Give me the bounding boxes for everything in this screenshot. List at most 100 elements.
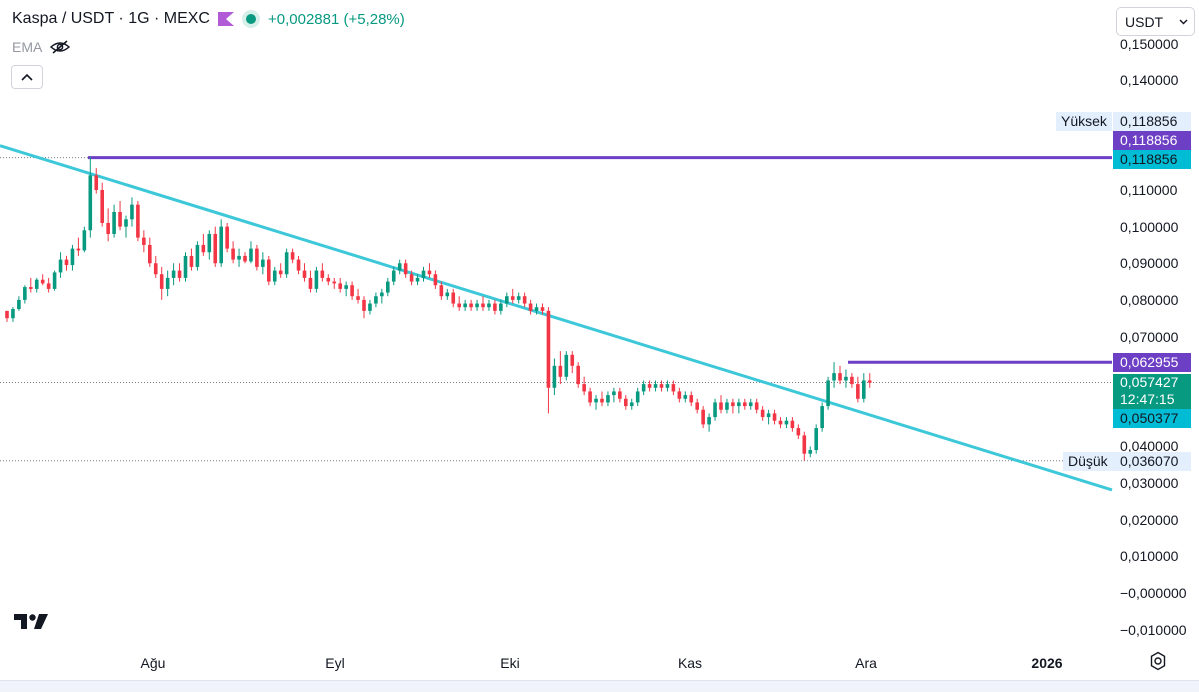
candle	[528, 299, 533, 315]
candle-body	[737, 402, 741, 407]
candle	[695, 398, 699, 414]
candle-body	[403, 263, 408, 275]
candle-body	[34, 279, 39, 289]
candle	[118, 200, 122, 231]
candle	[320, 263, 325, 282]
trendline-label: 0,050377	[1113, 409, 1191, 428]
candle-body	[451, 292, 456, 304]
candle	[290, 248, 295, 264]
candle	[201, 233, 206, 256]
gear-icon[interactable]	[1148, 651, 1168, 671]
candle	[249, 241, 253, 264]
collapse-legend-button[interactable]	[11, 65, 43, 89]
candle	[362, 296, 366, 319]
time-tick-label: Eyl	[325, 655, 345, 671]
candle	[207, 230, 212, 260]
market-open-icon	[241, 10, 260, 28]
candle-body	[731, 402, 735, 407]
candle-body	[719, 402, 723, 410]
candle	[463, 299, 467, 311]
candle	[17, 296, 21, 311]
candle	[142, 230, 146, 253]
candle	[243, 252, 247, 264]
candle	[760, 406, 765, 421]
candle	[415, 274, 420, 286]
candle-body	[183, 255, 188, 278]
candle	[505, 292, 509, 308]
candle-body	[308, 277, 313, 289]
candle	[570, 351, 575, 374]
candle	[856, 376, 860, 403]
tradingview-logo-icon[interactable]	[14, 612, 50, 630]
candle-body	[362, 299, 366, 311]
candle	[296, 255, 301, 275]
symbol-title[interactable]: Kaspa / USDT · 1G · MEXC	[12, 10, 210, 27]
candle	[653, 380, 658, 392]
candle	[481, 296, 485, 311]
trendline[interactable]	[0, 144, 1113, 492]
candle	[832, 362, 836, 388]
candle-body	[64, 259, 69, 266]
candle	[409, 270, 414, 286]
candle-body	[760, 409, 765, 418]
candle	[58, 252, 63, 278]
candle	[11, 307, 15, 322]
candle-body	[659, 384, 664, 388]
candle-body	[261, 259, 265, 267]
candle	[94, 168, 99, 194]
candle-body	[707, 417, 711, 425]
candle	[112, 204, 116, 238]
price-tick-label: 0,140000	[1120, 72, 1179, 89]
candle	[784, 417, 789, 429]
price-tick-label: 0,070000	[1120, 328, 1179, 345]
candle	[493, 299, 497, 315]
candle	[683, 391, 688, 403]
indicator-row[interactable]: EMA	[12, 39, 71, 55]
eye-hidden-icon[interactable]	[50, 40, 71, 54]
candle	[772, 409, 777, 425]
candle	[850, 373, 854, 388]
candle-body	[118, 211, 122, 227]
candle	[29, 277, 33, 293]
candle	[671, 380, 676, 396]
time-tick-label: Kas	[677, 655, 703, 671]
candle	[641, 380, 646, 396]
candle	[606, 391, 610, 407]
candle-body	[338, 283, 342, 289]
candle-body	[743, 402, 747, 407]
candle	[261, 252, 265, 275]
candle	[814, 424, 818, 454]
candle-body	[564, 354, 569, 377]
currency-select[interactable]: USDT	[1116, 7, 1195, 36]
candle-body	[207, 233, 212, 253]
candle	[737, 398, 741, 414]
candle-body	[290, 252, 295, 260]
candle	[308, 270, 313, 293]
candle	[862, 373, 866, 403]
candle-body	[267, 259, 271, 282]
candle	[231, 241, 235, 264]
candle	[867, 373, 872, 388]
price-tick-label: −0,010000	[1120, 621, 1187, 638]
candle	[552, 358, 557, 396]
candle-body	[100, 190, 104, 223]
high-tag: Yüksek	[1056, 112, 1112, 131]
candle	[820, 402, 824, 432]
candle	[159, 266, 164, 300]
candle	[731, 398, 735, 414]
candle	[748, 398, 753, 410]
candle	[635, 387, 640, 407]
candle	[237, 248, 241, 267]
candle	[743, 398, 747, 410]
candle-countdown: 12:47:15	[1120, 391, 1175, 407]
candle	[618, 387, 622, 403]
candle-body	[153, 263, 158, 275]
candle	[397, 259, 402, 275]
candle-body	[326, 277, 331, 282]
low-value-label: 0,036070	[1113, 452, 1191, 471]
candle-body	[510, 296, 515, 300]
candle	[106, 208, 110, 242]
chart-legend: Kaspa / USDT · 1G · MEXC +0,002881 (+5,2…	[12, 10, 405, 28]
candle-body	[165, 277, 170, 289]
